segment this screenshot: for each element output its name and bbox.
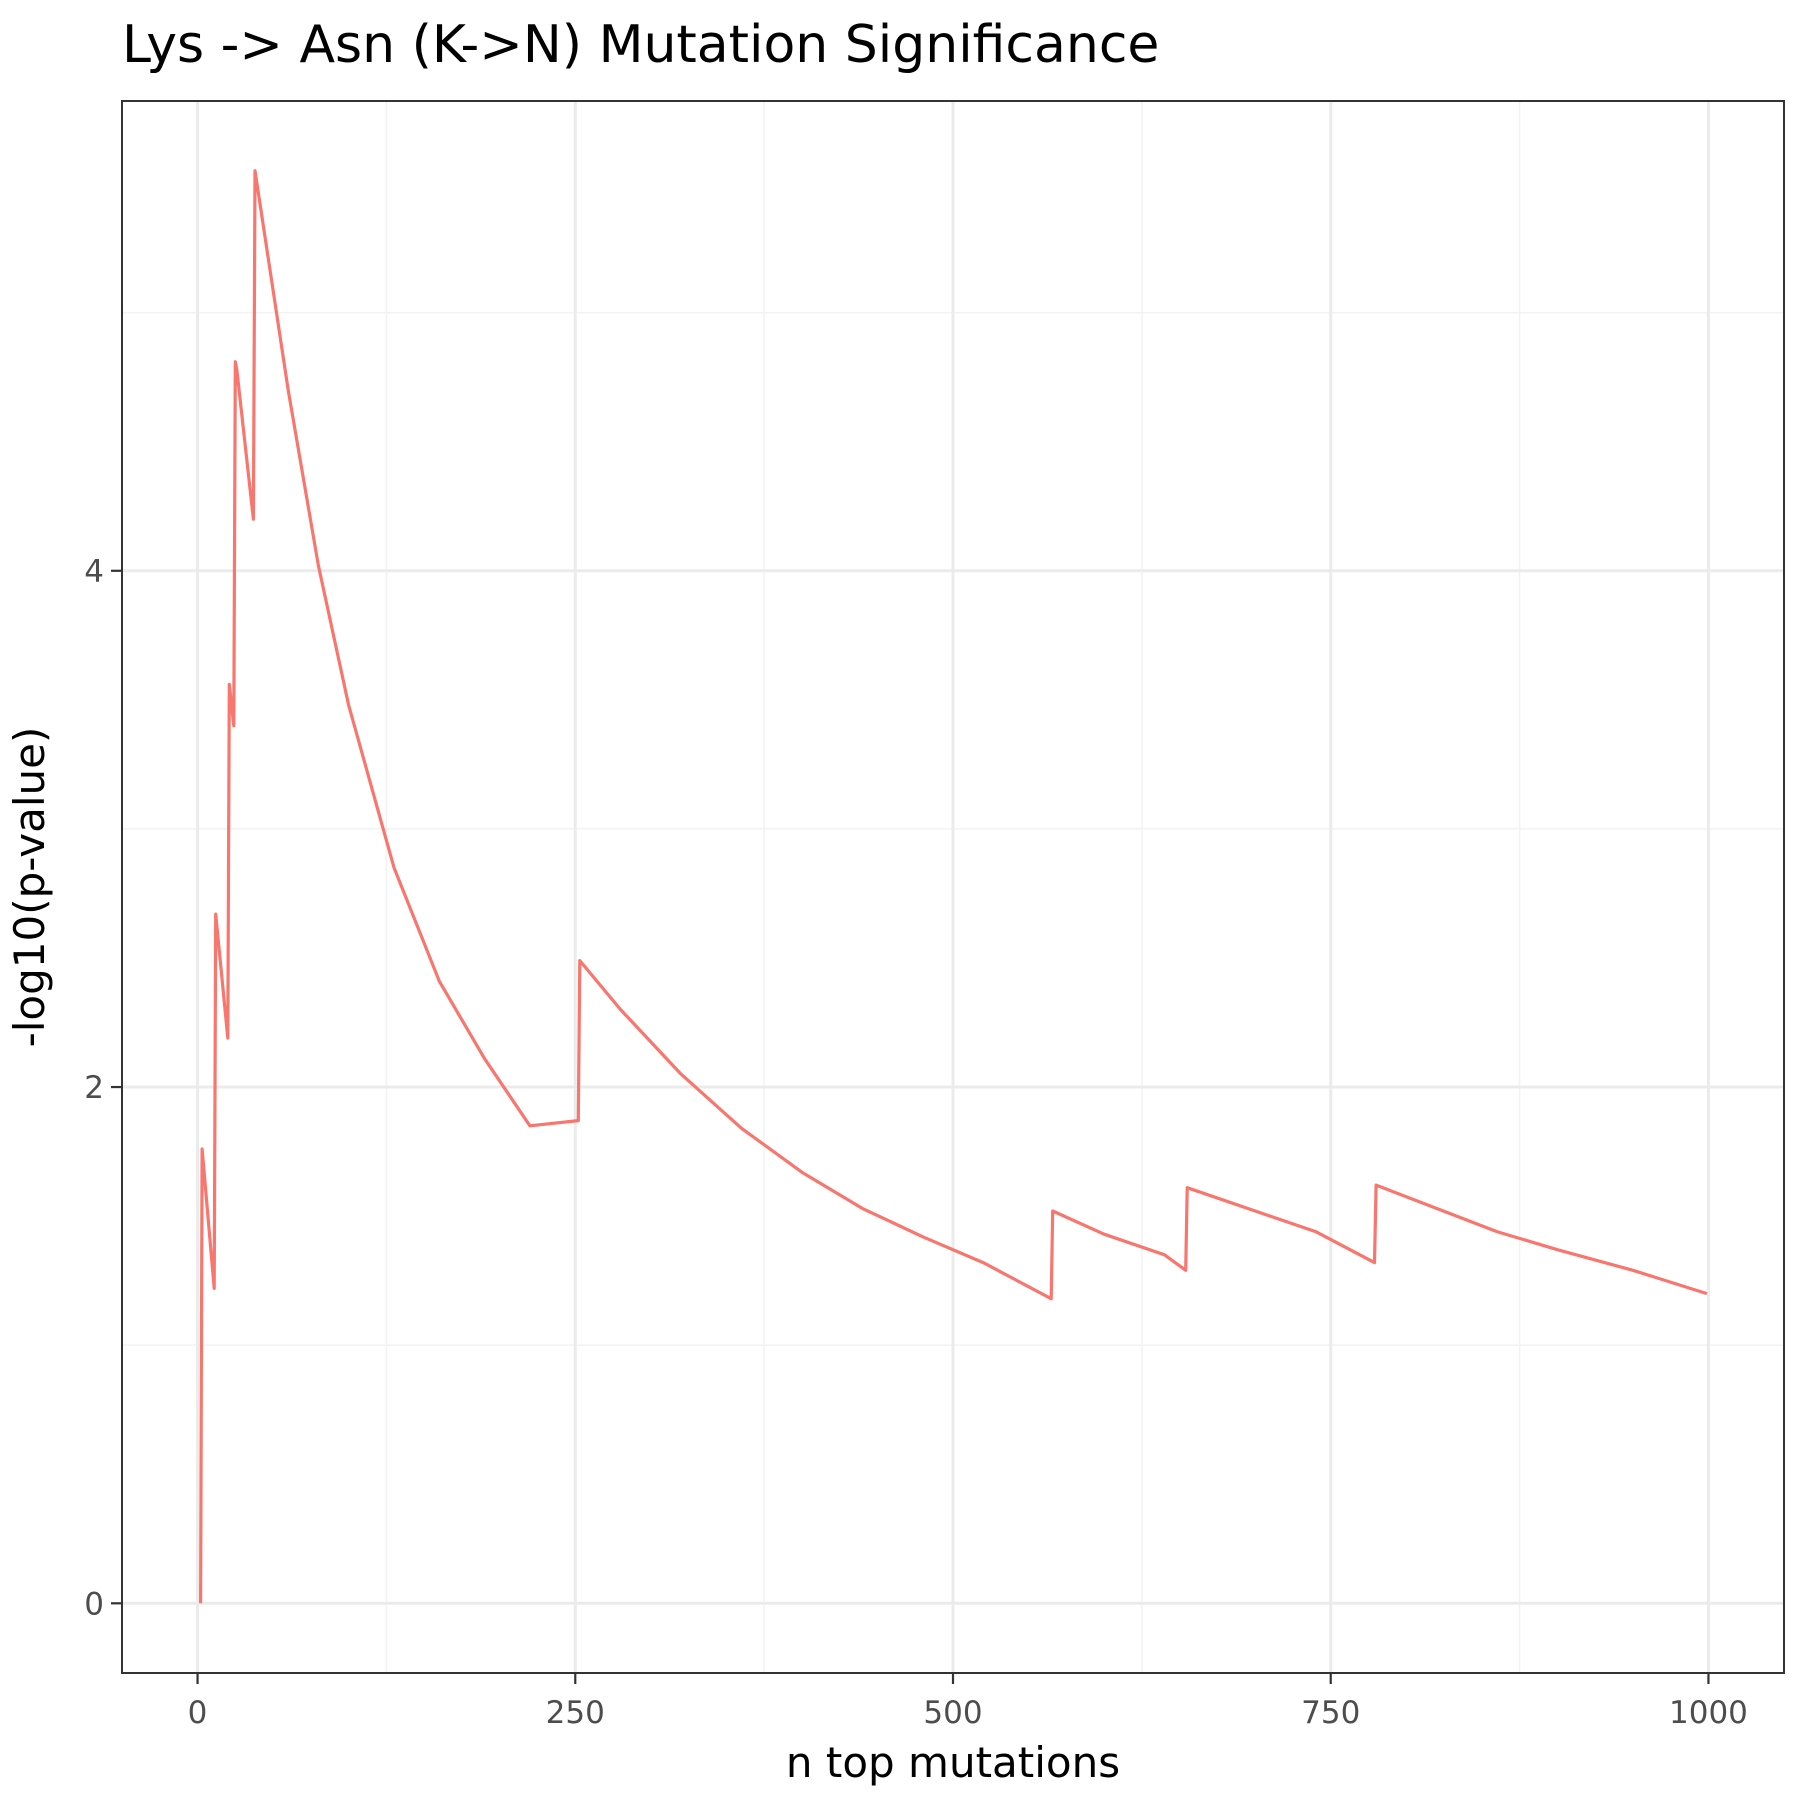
y-tick-label: 2 bbox=[84, 1070, 104, 1106]
y-axis-title: -log10(p-value) bbox=[5, 727, 54, 1048]
x-tick-label: 250 bbox=[546, 1695, 605, 1731]
x-tick-label: 750 bbox=[1301, 1695, 1360, 1731]
y-tick-label: 0 bbox=[84, 1586, 104, 1622]
x-tick-label: 0 bbox=[188, 1695, 208, 1731]
chart-title: Lys -> Asn (K->N) Mutation Significance bbox=[122, 15, 1159, 75]
major-gridlines bbox=[122, 101, 1784, 1673]
x-axis-title: n top mutations bbox=[786, 1738, 1120, 1787]
x-axis: 0 250 500 750 1000 bbox=[188, 1673, 1748, 1731]
x-tick-label: 1000 bbox=[1669, 1695, 1748, 1731]
x-tick-label: 500 bbox=[923, 1695, 982, 1731]
plot-series bbox=[199, 169, 1708, 1604]
y-axis: 0 2 4 bbox=[84, 554, 122, 1622]
series-line bbox=[199, 169, 1708, 1604]
y-tick-label: 4 bbox=[84, 554, 104, 590]
